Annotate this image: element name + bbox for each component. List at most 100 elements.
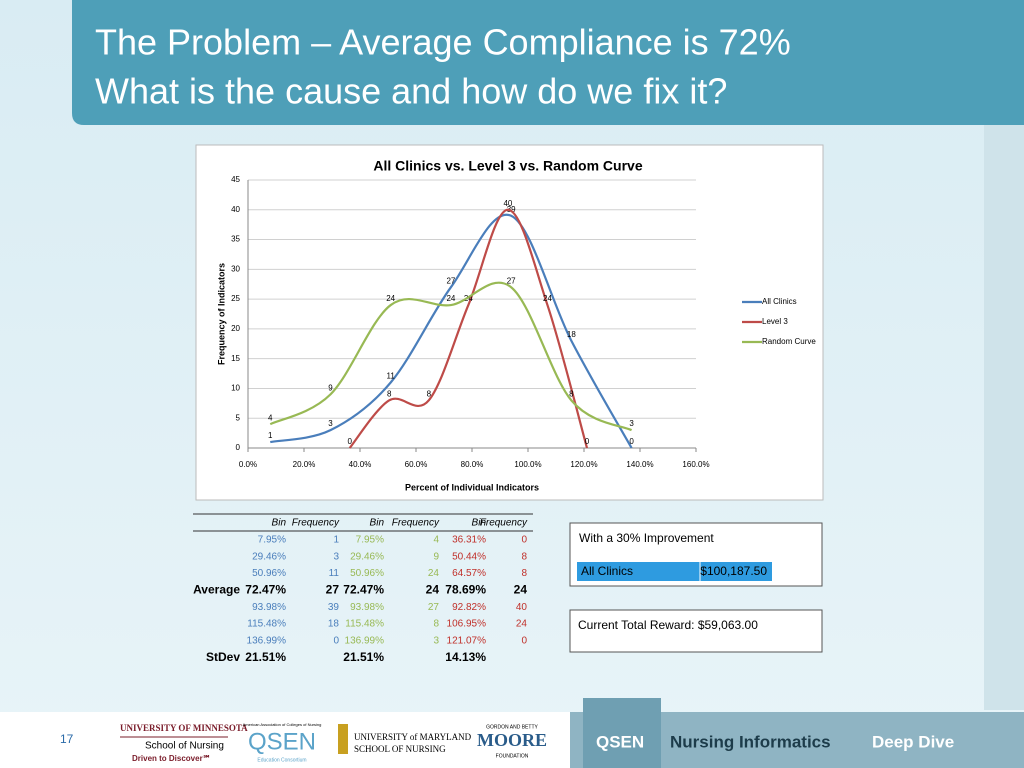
nursing-informatics: Nursing Informatics <box>670 732 831 751</box>
data-label: 0 <box>629 437 634 446</box>
table-cell: 18 <box>328 619 340 630</box>
table-cell: 24 <box>516 619 528 630</box>
x-tick-label: 140.0% <box>626 460 653 469</box>
x-tick-label: 120.0% <box>570 460 597 469</box>
table-cell: 36.31% <box>452 535 486 546</box>
table-cell: 29.46% <box>350 551 384 562</box>
table-cell: 8 <box>521 568 527 579</box>
legend-label: Random Curve <box>762 337 816 346</box>
x-tick-label: 160.0% <box>682 460 709 469</box>
data-label: 4 <box>268 413 273 422</box>
table-cell: 115.48% <box>247 619 286 630</box>
data-label: 8 <box>427 389 432 398</box>
table-cell: 24 <box>514 583 528 597</box>
page-number: 17 <box>60 732 74 746</box>
table-cell: 40 <box>516 602 528 613</box>
umn: UNIVERSITY OF MINNESOTA <box>120 723 248 733</box>
data-label: 1 <box>268 431 273 440</box>
table-cell: 0 <box>333 635 339 646</box>
table-cell: 4 <box>433 535 439 546</box>
series-line <box>269 281 633 432</box>
table-cell: 115.48% <box>345 619 384 630</box>
y-tick-label: 20 <box>231 324 240 333</box>
aacn: American Association of Colleges of Nurs… <box>243 722 322 727</box>
table-cell: 7.95% <box>356 535 384 546</box>
highlight-bar <box>577 562 772 581</box>
table-cell: 1 <box>333 535 339 546</box>
table-header: Frequency <box>392 518 440 529</box>
table-cell: 78.69% <box>445 583 486 597</box>
y-axis-label: Frequency of Indicators <box>216 263 226 365</box>
table-cell: 50.44% <box>452 551 486 562</box>
table-cell: 39 <box>328 602 340 613</box>
table-cell: 93.98% <box>350 602 384 613</box>
header-bar <box>72 0 1024 125</box>
title-line: What is the cause and how do we fix it? <box>95 71 727 112</box>
y-tick-label: 15 <box>231 354 240 363</box>
moore: MOORE <box>477 730 547 750</box>
x-tick-label: 0.0% <box>239 460 257 469</box>
data-label: 3 <box>629 419 634 428</box>
table-header: Bin <box>472 518 487 529</box>
table-cell: 3 <box>333 551 339 562</box>
x-tick-label: 100.0% <box>514 460 541 469</box>
umd-1: UNIVERSITY of MARYLAND <box>354 732 472 742</box>
table-cell: Average <box>193 583 240 597</box>
table-header: Frequency <box>480 518 528 529</box>
footer-qsen-block <box>583 698 661 768</box>
y-tick-label: 0 <box>236 443 241 452</box>
table-cell: 50.96% <box>252 568 286 579</box>
improvement-amount: $100,187.50 <box>700 564 767 578</box>
table-cell: 29.46% <box>252 551 286 562</box>
y-tick-label: 35 <box>231 235 240 244</box>
table-cell: 64.57% <box>452 568 486 579</box>
data-label: 0 <box>347 437 352 446</box>
table-cell: 8 <box>521 551 527 562</box>
data-label: 24 <box>543 294 552 303</box>
x-tick-label: 60.0% <box>405 460 428 469</box>
table-cell: 72.47% <box>245 583 286 597</box>
data-label: 9 <box>328 384 333 393</box>
current-box <box>569 609 823 653</box>
table-cell: 121.07% <box>447 635 487 646</box>
y-tick-label: 40 <box>231 205 240 214</box>
table-cell: 0 <box>521 635 527 646</box>
legend-label: All Clinics <box>762 297 797 306</box>
data-label: 3 <box>328 419 333 428</box>
qsen-sub: Education Consortium <box>257 757 306 763</box>
title-line: The Problem – Average Compliance is 72% <box>95 22 791 63</box>
umd-shield <box>338 724 348 754</box>
table-cell: 3 <box>433 635 439 646</box>
table-cell: 106.95% <box>447 619 487 630</box>
table-cell: 14.13% <box>445 650 486 664</box>
y-tick-label: 25 <box>231 294 240 303</box>
data-label: 8 <box>387 389 392 398</box>
moore-top: GORDON AND BETTY <box>486 724 538 730</box>
table-header: Frequency <box>292 518 340 529</box>
y-tick-label: 45 <box>231 175 240 184</box>
table-cell: 24 <box>428 568 440 579</box>
data-label: 11 <box>387 372 396 381</box>
series-line <box>270 213 633 449</box>
table-cell: 136.99% <box>247 635 287 646</box>
table-cell: 9 <box>433 551 439 562</box>
table-cell: 50.96% <box>350 568 384 579</box>
table-cell: 92.82% <box>452 602 486 613</box>
y-tick-label: 30 <box>231 264 240 273</box>
umd-2: SCHOOL OF NURSING <box>354 744 446 754</box>
data-label: 8 <box>569 389 574 398</box>
table-cell: 8 <box>433 619 439 630</box>
deep-dive: Deep Dive <box>872 732 954 751</box>
x-tick-label: 20.0% <box>293 460 316 469</box>
table-cell: 21.51% <box>245 650 286 664</box>
legend-label: Level 3 <box>762 317 788 326</box>
data-label: 24 <box>464 294 473 303</box>
table-cell: 24 <box>426 583 440 597</box>
x-axis-label: Percent of Individual Indicators <box>405 482 539 492</box>
table-cell: 0 <box>521 535 527 546</box>
y-tick-label: 10 <box>231 384 240 393</box>
table-cell: 136.99% <box>345 635 385 646</box>
table-header: Bin <box>370 518 385 529</box>
qsen-logo: QSEN <box>248 728 316 755</box>
